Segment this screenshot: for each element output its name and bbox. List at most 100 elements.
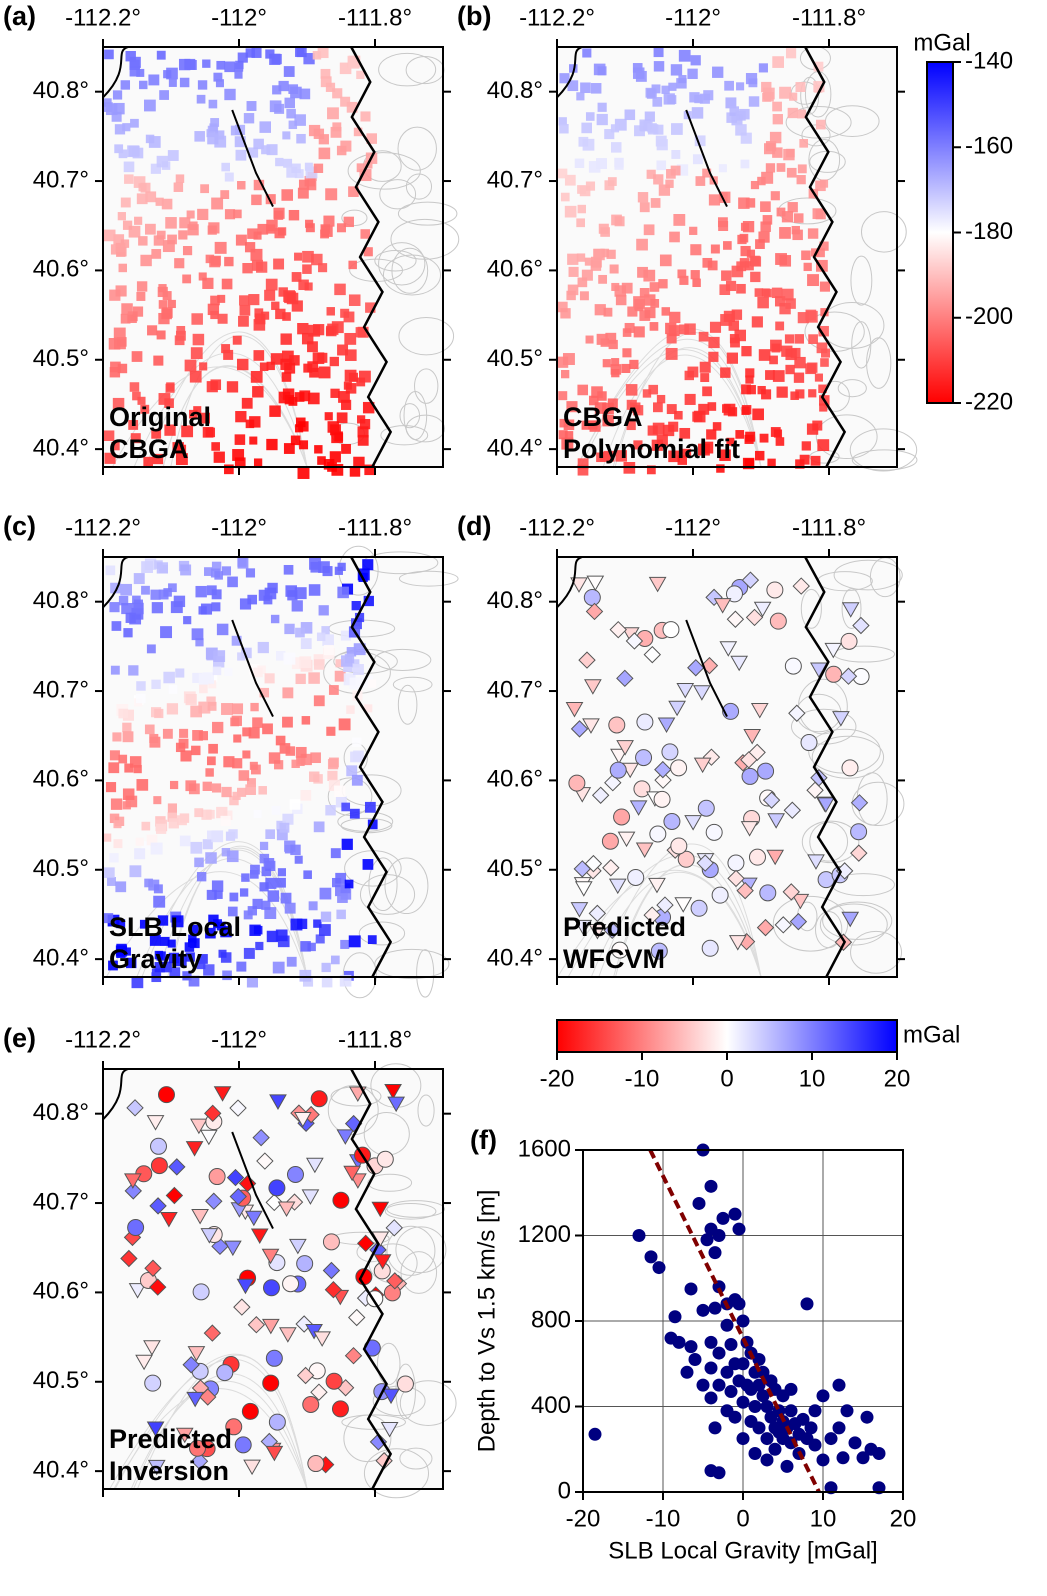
- data-point: [632, 1229, 646, 1242]
- station: [113, 839, 123, 849]
- station: [598, 223, 609, 234]
- station: [307, 392, 320, 405]
- station: [779, 227, 791, 239]
- station: [295, 627, 305, 638]
- station: [205, 927, 216, 939]
- coastline: [102, 46, 129, 99]
- station: [577, 458, 589, 470]
- station: [840, 632, 858, 650]
- station: [200, 184, 210, 194]
- station: [632, 405, 644, 416]
- station: [147, 325, 158, 336]
- station: [259, 362, 269, 371]
- station: [596, 113, 608, 126]
- station: [560, 308, 571, 319]
- data-point: [752, 1378, 766, 1392]
- station: [340, 630, 351, 641]
- station: [103, 913, 114, 924]
- station: [182, 274, 192, 284]
- station: [600, 451, 610, 462]
- station: [644, 294, 656, 306]
- station: [752, 408, 764, 421]
- station: [275, 157, 284, 167]
- y-tick-label: 40.5°: [33, 855, 89, 882]
- station: [654, 760, 672, 779]
- station: [364, 801, 376, 813]
- station: [122, 123, 131, 132]
- station: [148, 136, 161, 148]
- contour: [384, 857, 429, 915]
- station: [211, 561, 222, 572]
- contour: [378, 52, 437, 87]
- station: [744, 458, 755, 469]
- station: [720, 367, 731, 378]
- station: [279, 822, 290, 833]
- station: [745, 608, 764, 627]
- station: [608, 339, 618, 350]
- station: [167, 939, 176, 948]
- station: [700, 373, 710, 383]
- y-tick-label: 800: [531, 1306, 571, 1333]
- station: [346, 705, 355, 714]
- station: [702, 748, 721, 766]
- station: [320, 68, 331, 79]
- station: [801, 250, 811, 261]
- station: [224, 88, 236, 101]
- panel-caption: Predicted: [563, 912, 686, 942]
- station: [322, 1261, 341, 1280]
- station: [307, 341, 318, 353]
- station: [208, 1168, 226, 1186]
- station: [295, 746, 307, 758]
- station: [131, 351, 143, 362]
- station: [280, 333, 292, 345]
- station: [124, 763, 134, 773]
- station: [580, 82, 591, 94]
- station: [227, 576, 238, 588]
- station: [357, 568, 370, 581]
- station: [727, 407, 738, 417]
- map-frame: [556, 46, 898, 468]
- colorbar-tick-label: -200: [965, 303, 1013, 330]
- station: [666, 333, 677, 344]
- station: [614, 160, 624, 170]
- station: [283, 564, 294, 575]
- station: [557, 301, 568, 313]
- station: [232, 335, 242, 345]
- station: [625, 384, 638, 396]
- station: [167, 299, 176, 309]
- station: [792, 577, 810, 595]
- station: [794, 356, 806, 369]
- station: [322, 566, 333, 577]
- station: [725, 280, 737, 292]
- station: [678, 49, 691, 62]
- station: [285, 746, 296, 756]
- station: [651, 439, 663, 451]
- station: [286, 292, 299, 305]
- station: [740, 132, 752, 144]
- station: [561, 437, 574, 450]
- station: [785, 364, 795, 375]
- station: [590, 83, 602, 94]
- station: [141, 585, 150, 595]
- station: [799, 454, 810, 465]
- station: [209, 256, 221, 268]
- station: [299, 88, 311, 100]
- station: [633, 780, 651, 798]
- station: [275, 735, 286, 746]
- station: [795, 82, 806, 92]
- station: [313, 695, 325, 707]
- station: [134, 848, 146, 860]
- station: [319, 887, 332, 900]
- station: [216, 806, 228, 819]
- station: [108, 960, 118, 971]
- contour: [168, 845, 308, 978]
- station: [561, 369, 570, 379]
- station: [334, 785, 346, 798]
- data-point: [728, 1410, 742, 1424]
- station: [327, 770, 338, 781]
- station: [224, 172, 234, 182]
- station: [602, 414, 614, 427]
- station: [253, 667, 263, 678]
- colorbar-tick-label: -160: [965, 133, 1013, 160]
- station: [144, 1259, 162, 1277]
